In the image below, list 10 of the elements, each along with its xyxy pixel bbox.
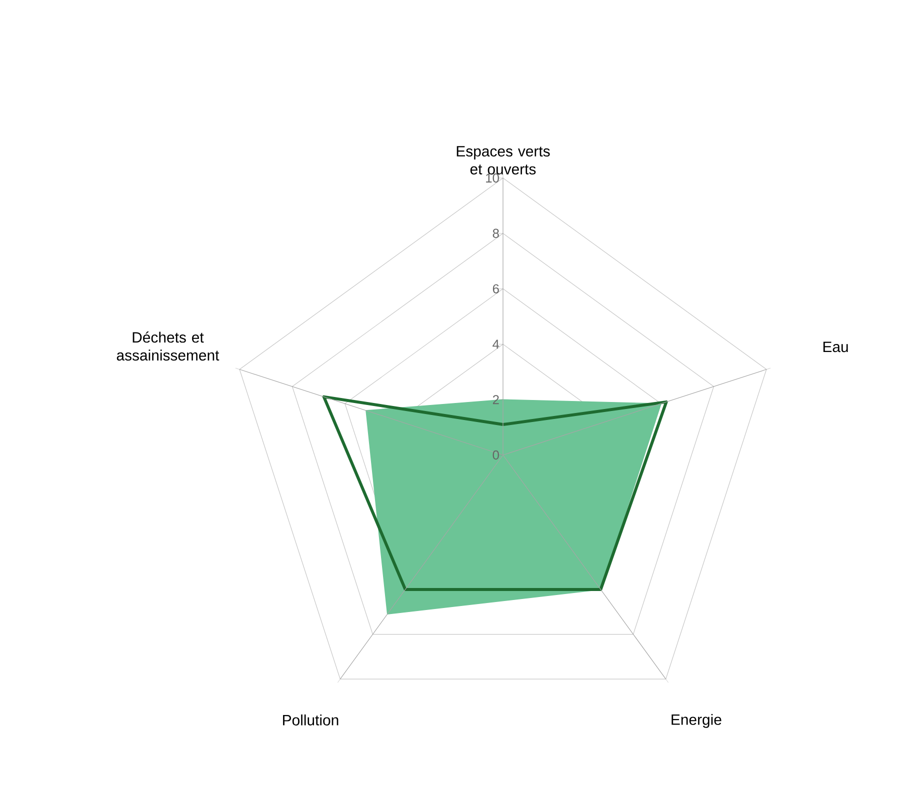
y-tick-label: 10	[486, 173, 499, 183]
spoke-label: Espaces verts et ouverts	[456, 146, 550, 174]
spoke-label: Pollution	[283, 714, 338, 726]
y-tick-label: 8	[492, 228, 499, 238]
spoke-label: Eau	[823, 342, 848, 352]
y-tick-label: 6	[492, 284, 499, 294]
y-tick-label: 0	[492, 450, 499, 460]
spoke-label: Energie	[672, 714, 722, 728]
y-tick-label: 4	[492, 340, 500, 349]
spoke-label: Déchets et assainissement	[116, 332, 220, 361]
